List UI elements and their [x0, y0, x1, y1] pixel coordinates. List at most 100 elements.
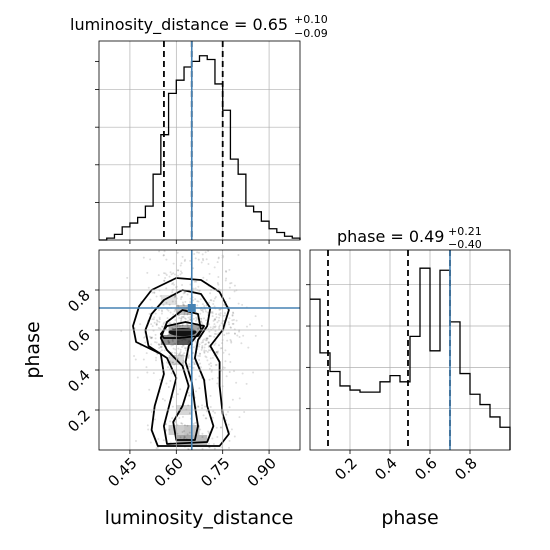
joint-sample-point — [187, 326, 190, 329]
joint-sample-point — [159, 378, 162, 381]
joint-sample-point — [163, 272, 166, 275]
joint-sample-point — [151, 336, 154, 339]
joint-sample-point — [179, 436, 182, 439]
joint-sample-point — [181, 255, 184, 258]
joint-sample-point — [180, 422, 183, 425]
joint-sample-point — [182, 344, 185, 347]
joint-sample-point — [213, 344, 216, 347]
joint-sample-point — [207, 341, 210, 344]
joint-sample-point — [245, 382, 248, 385]
joint-sample-point — [159, 345, 162, 348]
joint-sample-point — [208, 335, 211, 338]
joint-sample-point — [208, 323, 211, 326]
joint-sample-point — [236, 334, 239, 337]
luminosity-distance-title-plus: +0.10 — [294, 13, 328, 26]
joint-sample-point — [206, 311, 209, 314]
joint-sample-point — [179, 264, 182, 267]
joint-sample-point — [171, 351, 174, 354]
joint-sample-point — [216, 435, 219, 438]
joint-frame — [98, 249, 301, 451]
joint-density-cell — [160, 295, 177, 305]
joint-sample-point — [155, 341, 158, 344]
joint-sample-point — [163, 250, 166, 253]
joint-sample-point — [207, 345, 210, 348]
joint-sample-point — [162, 322, 165, 325]
joint-sample-point — [179, 324, 182, 327]
joint-sample-point — [213, 332, 216, 335]
joint-sample-point — [197, 300, 200, 303]
joint-sample-point — [186, 293, 189, 296]
joint-sample-point — [158, 320, 161, 323]
joint-sample-point — [203, 351, 206, 354]
joint-sample-point — [173, 310, 176, 313]
joint-sample-point — [180, 319, 183, 322]
joint-sample-point — [194, 378, 197, 381]
joint-sample-point — [197, 354, 200, 357]
luminosity-distance-histogram-grid — [99, 41, 300, 240]
joint-sample-point — [260, 324, 263, 327]
joint-sample-point — [183, 304, 186, 307]
joint-sample-point — [180, 272, 183, 275]
phase-x-tick-label: 0.8 — [451, 454, 481, 484]
joint-sample-point — [186, 313, 189, 316]
joint-sample-point — [228, 317, 231, 320]
joint-sample-point — [187, 356, 190, 359]
joint-sample-point — [159, 327, 162, 330]
joint-sample-point — [209, 335, 212, 338]
joint-sample-point — [232, 311, 235, 314]
joint-x-tick-label: 0.45 — [104, 454, 140, 490]
joint-sample-point — [176, 304, 179, 307]
joint-sample-point — [145, 366, 148, 369]
joint-sample-point — [189, 300, 192, 303]
joint-sample-point — [154, 333, 157, 336]
joint-sample-point — [172, 361, 175, 364]
joint-sample-point — [183, 347, 186, 350]
joint-sample-point — [166, 317, 169, 320]
joint-sample-point — [204, 310, 207, 313]
joint-sample-point — [203, 338, 206, 341]
joint-sample-point — [209, 405, 212, 408]
phase-x-tick-label: 0.2 — [331, 454, 361, 484]
joint-sample-point — [157, 438, 160, 441]
joint-sample-point — [228, 446, 231, 449]
joint-sample-point — [172, 272, 175, 275]
luminosity-distance-histogram-step — [99, 55, 301, 241]
joint-sample-point — [183, 364, 186, 367]
joint-sample-point — [201, 253, 204, 256]
joint-sample-point — [205, 319, 208, 322]
joint-sample-point — [176, 393, 179, 396]
joint-sample-point — [150, 343, 153, 346]
joint-sample-point — [232, 312, 235, 315]
joint-sample-point — [186, 433, 189, 436]
joint-sample-point — [172, 313, 175, 316]
joint-sample-point — [163, 321, 166, 324]
joint-sample-point — [172, 347, 175, 350]
joint-sample-point — [188, 365, 191, 368]
joint-sample-point — [228, 323, 231, 326]
joint-sample-point — [195, 316, 198, 319]
joint-sample-point — [231, 319, 234, 322]
joint-sample-point — [195, 318, 198, 321]
joint-sample-point — [201, 347, 204, 350]
joint-sample-point — [167, 340, 170, 343]
joint-sample-point — [181, 346, 184, 349]
joint-sample-point — [174, 348, 177, 351]
joint-sample-point — [158, 346, 161, 349]
joint-sample-point — [205, 349, 208, 352]
joint-sample-point — [160, 345, 163, 348]
joint-x-tick-label: 0.60 — [151, 454, 187, 490]
joint-sample-point — [155, 319, 158, 322]
joint-sample-point — [181, 324, 184, 327]
joint-sample-point — [171, 405, 174, 408]
joint-sample-point — [201, 435, 204, 438]
joint-sample-point — [211, 437, 214, 440]
joint-density-cell — [176, 335, 192, 345]
joint-sample-point — [188, 340, 191, 343]
joint-sample-point — [142, 358, 145, 361]
joint-sample-point — [216, 321, 219, 324]
joint-sample-point — [155, 447, 158, 450]
joint-sample-point — [154, 359, 157, 362]
joint-sample-point — [174, 319, 177, 322]
joint-sample-point — [240, 342, 243, 345]
joint-sample-point — [180, 317, 183, 320]
